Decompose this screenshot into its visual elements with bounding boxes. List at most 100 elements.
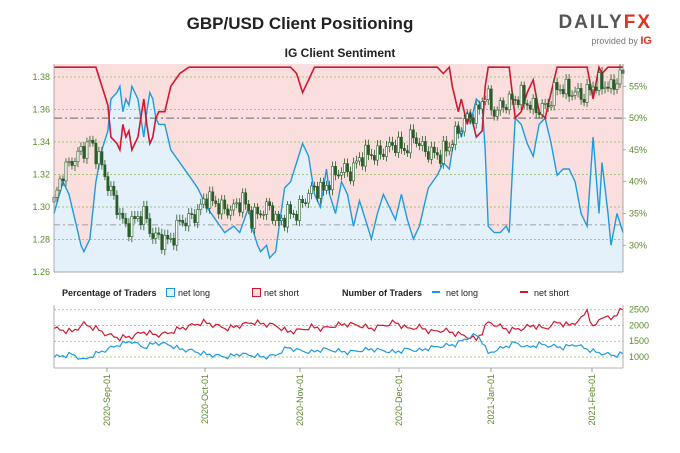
candle-body bbox=[106, 176, 110, 192]
candle-body bbox=[465, 113, 469, 120]
candle-body bbox=[615, 83, 619, 90]
candle-body bbox=[115, 195, 119, 215]
candle-body bbox=[154, 232, 158, 239]
candle-body bbox=[579, 88, 583, 100]
candle-body bbox=[229, 209, 233, 216]
candle-body bbox=[310, 185, 313, 194]
candle-body bbox=[97, 151, 101, 165]
legend-num-long-label: net long bbox=[446, 288, 479, 298]
chart-subtitle: IG Client Sentiment bbox=[284, 46, 396, 60]
candle-body bbox=[73, 161, 77, 166]
candle-body bbox=[121, 212, 125, 219]
candle-body bbox=[172, 238, 176, 246]
candle-body bbox=[516, 99, 520, 106]
candle-body bbox=[364, 144, 367, 167]
candle-body bbox=[346, 163, 349, 173]
candle-body bbox=[507, 93, 511, 111]
logo-ig: IG bbox=[640, 35, 652, 47]
candle-body bbox=[271, 205, 275, 221]
candle-body bbox=[373, 155, 376, 161]
y-right-tick-label: 45% bbox=[629, 145, 647, 155]
candle-body bbox=[136, 216, 140, 219]
candle-body bbox=[606, 86, 610, 89]
candle-body bbox=[205, 198, 209, 209]
candle-body bbox=[76, 150, 80, 162]
candle-body bbox=[519, 85, 523, 106]
candle-body bbox=[145, 206, 149, 219]
candle-body bbox=[268, 201, 272, 206]
candle-body bbox=[253, 206, 257, 229]
candle-body bbox=[570, 95, 574, 97]
traders-gridlines bbox=[54, 309, 623, 358]
net-short-count-line bbox=[53, 307, 624, 342]
candle-body bbox=[232, 203, 236, 211]
candle-body bbox=[483, 99, 487, 102]
candle-body bbox=[540, 103, 544, 115]
candle-body bbox=[331, 165, 334, 191]
candle-body bbox=[88, 139, 92, 143]
legend-long-line bbox=[432, 291, 440, 293]
candle-body bbox=[459, 131, 463, 134]
candle-body bbox=[250, 210, 254, 229]
candle-body bbox=[408, 129, 412, 154]
candle-body bbox=[301, 199, 304, 203]
candle-body bbox=[447, 146, 451, 152]
candle-body bbox=[211, 191, 215, 202]
candle-body bbox=[405, 150, 409, 154]
candle-body bbox=[199, 203, 203, 210]
candle-body bbox=[277, 213, 281, 221]
candle-body bbox=[498, 100, 502, 111]
candle-body bbox=[411, 129, 415, 139]
candle-body bbox=[555, 82, 559, 90]
candle-body bbox=[358, 157, 361, 162]
legend-short-line bbox=[520, 291, 528, 293]
candle-body bbox=[280, 217, 284, 221]
candle-body bbox=[166, 234, 170, 240]
candle-body bbox=[148, 218, 152, 234]
top-chart-axes: 1.26 1.28 1.30 1.32 1.34 1.36 1.38 30% 35% 40% 45%… bbox=[32, 64, 647, 277]
logo-fx: FX bbox=[623, 12, 652, 33]
candle-body bbox=[160, 234, 164, 250]
y-traders-tick-label: 1000 bbox=[629, 352, 649, 362]
candle-body bbox=[109, 185, 113, 192]
candle-body bbox=[58, 178, 62, 191]
candle-body bbox=[352, 162, 355, 182]
candle-body bbox=[525, 103, 529, 106]
candle-body bbox=[334, 165, 337, 176]
legend-pct-long: net long bbox=[166, 288, 210, 298]
candle-body bbox=[337, 174, 340, 177]
y-traders-tick-label: 2500 bbox=[629, 305, 649, 315]
candle-body bbox=[471, 117, 475, 124]
candle-body bbox=[133, 216, 137, 219]
candle-body bbox=[441, 140, 445, 164]
legend-pct-title: Percentage of Traders bbox=[62, 288, 157, 298]
legend-num-short-label: net short bbox=[534, 288, 570, 298]
candle-body bbox=[486, 88, 490, 100]
candle-body bbox=[235, 202, 239, 205]
y-left-tick-label: 1.32 bbox=[32, 170, 50, 180]
candle-body bbox=[567, 78, 571, 97]
candle-body bbox=[438, 154, 442, 164]
candle-body bbox=[361, 157, 364, 167]
candle-body bbox=[259, 213, 263, 216]
candle-body bbox=[112, 185, 116, 196]
candle-body bbox=[531, 97, 535, 110]
candle-body bbox=[118, 212, 122, 215]
y-right-tick-label: 30% bbox=[629, 240, 647, 250]
candle-body bbox=[456, 125, 460, 134]
candle-body bbox=[289, 204, 292, 214]
y-right-tick-label: 35% bbox=[629, 208, 647, 218]
page-title: GBP/USD Client Positioning bbox=[186, 14, 414, 33]
candle-body bbox=[247, 203, 251, 211]
candle-body bbox=[220, 199, 224, 215]
y-left-tick-label: 1.36 bbox=[32, 105, 50, 115]
y-right-tick-label: 40% bbox=[629, 177, 647, 187]
candle-body bbox=[325, 185, 328, 191]
candle-body bbox=[238, 202, 242, 213]
candle-body bbox=[202, 198, 206, 205]
candle-body bbox=[510, 93, 514, 100]
candle-body bbox=[307, 193, 310, 204]
candle-body bbox=[612, 79, 616, 90]
candle-body bbox=[489, 88, 493, 111]
candle-body bbox=[208, 191, 212, 209]
